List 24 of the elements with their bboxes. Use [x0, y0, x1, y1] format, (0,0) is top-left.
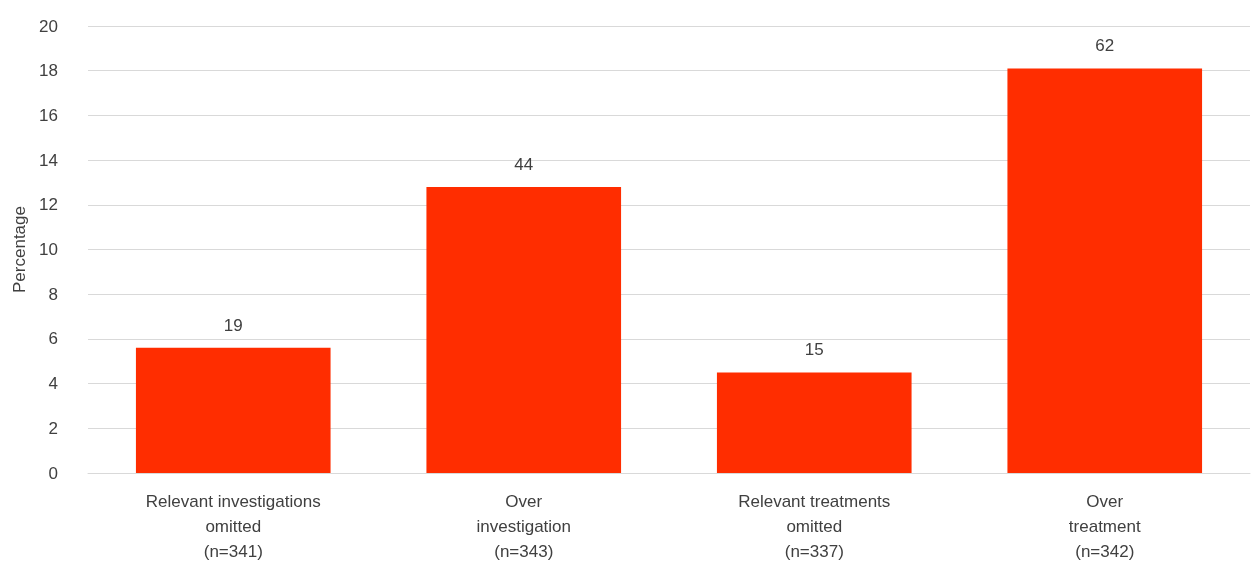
bar — [1007, 68, 1203, 473]
y-axis-title: Percentage — [10, 206, 29, 293]
y-tick-label: 18 — [39, 61, 58, 81]
bar — [135, 347, 331, 473]
x-tick-label: Relevant treatments omitted (n=337) — [738, 492, 891, 561]
bar — [426, 186, 622, 473]
y-tick-label: 0 — [48, 463, 58, 483]
y-tick-label: 12 — [39, 195, 58, 215]
y-tick-label: 4 — [48, 374, 58, 394]
y-tick-label: 20 — [39, 16, 58, 36]
annotation: 44 — [514, 154, 534, 174]
x-tick-label: Over investigation (n=343) — [476, 492, 572, 561]
x-tick-label: Relevant investigations omitted (n=341) — [145, 492, 321, 561]
y-tick-label: 6 — [48, 329, 58, 349]
bar — [716, 372, 912, 473]
y-tick-label: 16 — [39, 105, 58, 125]
annotation: 62 — [1095, 36, 1115, 56]
y-tick-label: 2 — [48, 418, 58, 438]
y-tick-label: 8 — [48, 284, 58, 304]
x-tick-label: Over treatment (n=342) — [1068, 492, 1141, 561]
y-tick-label: 14 — [39, 150, 58, 170]
y-tick-label: 10 — [39, 240, 58, 259]
annotation: 15 — [804, 340, 824, 360]
annotation: 19 — [223, 315, 243, 335]
